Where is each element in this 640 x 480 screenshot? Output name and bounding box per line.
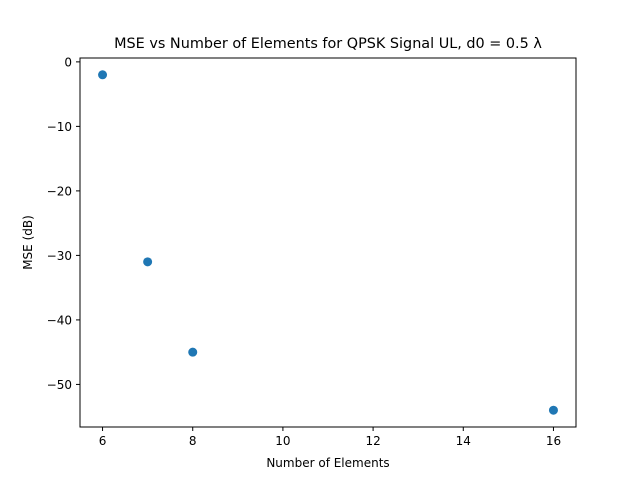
x-axis-ticks: 6 8 10 12 14 16 xyxy=(99,427,561,448)
data-point xyxy=(548,405,558,415)
y-axis-ticks: 0 −10 −20 −30 −40 −50 xyxy=(47,55,80,392)
y-tick-label: −10 xyxy=(47,120,72,134)
y-tick-label: −20 xyxy=(47,184,72,198)
x-tick-label: 16 xyxy=(546,434,561,448)
y-axis-label: MSE (dB) xyxy=(21,215,35,270)
y-tick-label: −30 xyxy=(47,249,72,263)
x-tick-label: 14 xyxy=(456,434,471,448)
y-tick-label: −40 xyxy=(47,313,72,327)
y-tick-label: 0 xyxy=(64,55,72,69)
data-point xyxy=(143,257,153,267)
scatter-points xyxy=(98,70,558,415)
x-tick-label: 8 xyxy=(189,434,197,448)
chart-title: MSE vs Number of Elements for QPSK Signa… xyxy=(114,36,542,52)
x-tick-label: 10 xyxy=(275,434,290,448)
data-point xyxy=(98,70,108,80)
x-tick-label: 6 xyxy=(99,434,107,448)
y-tick-label: −50 xyxy=(47,378,72,392)
data-point xyxy=(188,347,198,357)
x-tick-label: 12 xyxy=(365,434,380,448)
plot-area-frame xyxy=(79,57,577,428)
x-axis-label: Number of Elements xyxy=(266,456,389,470)
